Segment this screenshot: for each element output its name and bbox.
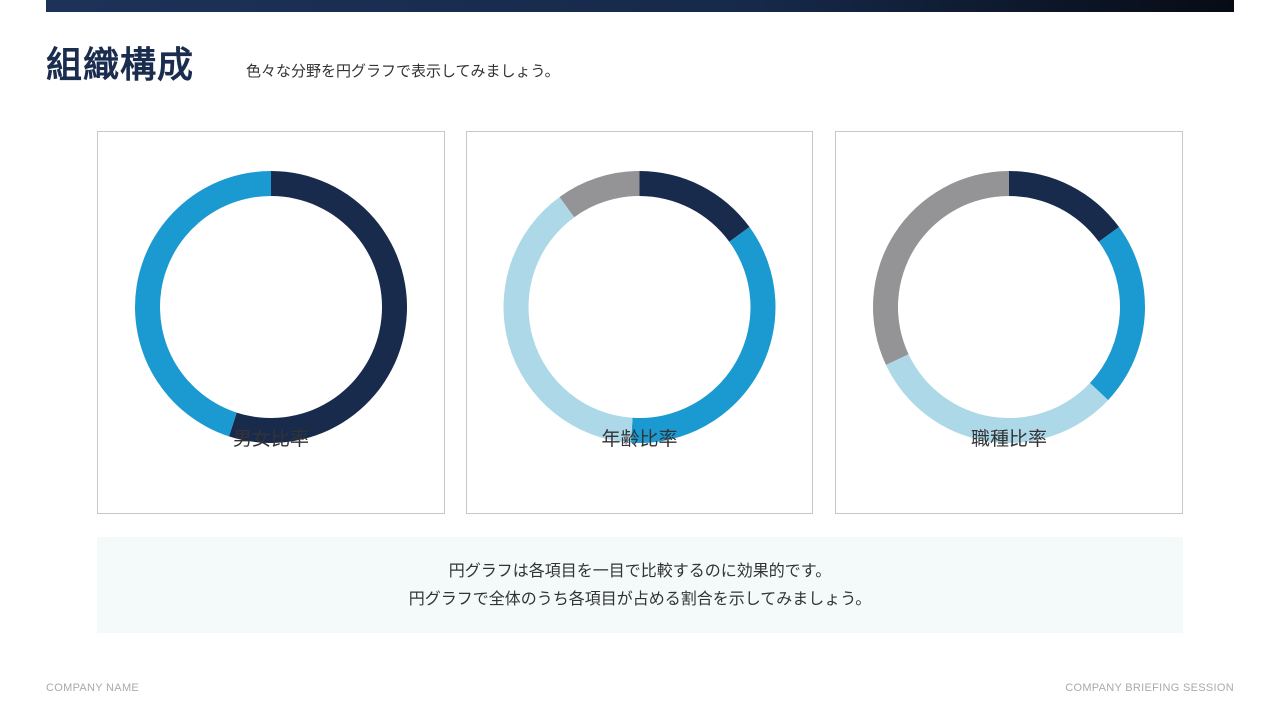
pie-slice-女性 <box>135 171 271 437</box>
donut-chart-age <box>503 171 776 443</box>
pie-slice-男性 <box>228 171 407 443</box>
top-accent-bar <box>46 0 1234 12</box>
chart-card-age: 年齢比率 20代30代40代50代以上 <box>466 131 813 605</box>
pie-slice-20代 <box>639 171 750 242</box>
chart-title: 男女比率 <box>232 428 309 450</box>
note-line-2: 円グラフで全体のうち各項目が占める割合を示してみましょう。 <box>408 589 872 608</box>
donut-chart-gender <box>135 171 407 443</box>
page-subtitle: 色々な分野を円グラフで表示してみましょう。 <box>246 62 560 80</box>
donut-chart-occupation <box>873 171 1145 443</box>
footer-session-name: COMPANY BRIEFING SESSION <box>1065 682 1234 694</box>
pie-slice-50代以上 <box>559 171 640 218</box>
pie-slice-営業 <box>885 354 1109 443</box>
pie-slice-開発 <box>873 171 1009 365</box>
pie-slice-30代 <box>630 227 776 443</box>
chart-title: 年齢比率 <box>601 428 678 450</box>
pie-slice-40代 <box>503 196 633 443</box>
note-box: 円グラフは各項目を一目で比較するのに効果的です。 円グラフで全体のうち各項目が占… <box>97 537 1183 633</box>
footer-company-name: COMPANY NAME <box>46 682 140 694</box>
chart-card-occupation: 職種比率 管理広報営業開発 <box>835 131 1183 605</box>
pie-slice-広報 <box>1089 227 1145 401</box>
chart-title: 職種比率 <box>970 428 1047 450</box>
page-title: 組織構成 <box>46 45 195 86</box>
pie-slice-管理 <box>1009 171 1120 242</box>
chart-card-gender: 男女比率 男性女性 <box>97 131 445 605</box>
note-line-1: 円グラフは各項目を一目で比較するのに効果的です。 <box>448 561 832 580</box>
